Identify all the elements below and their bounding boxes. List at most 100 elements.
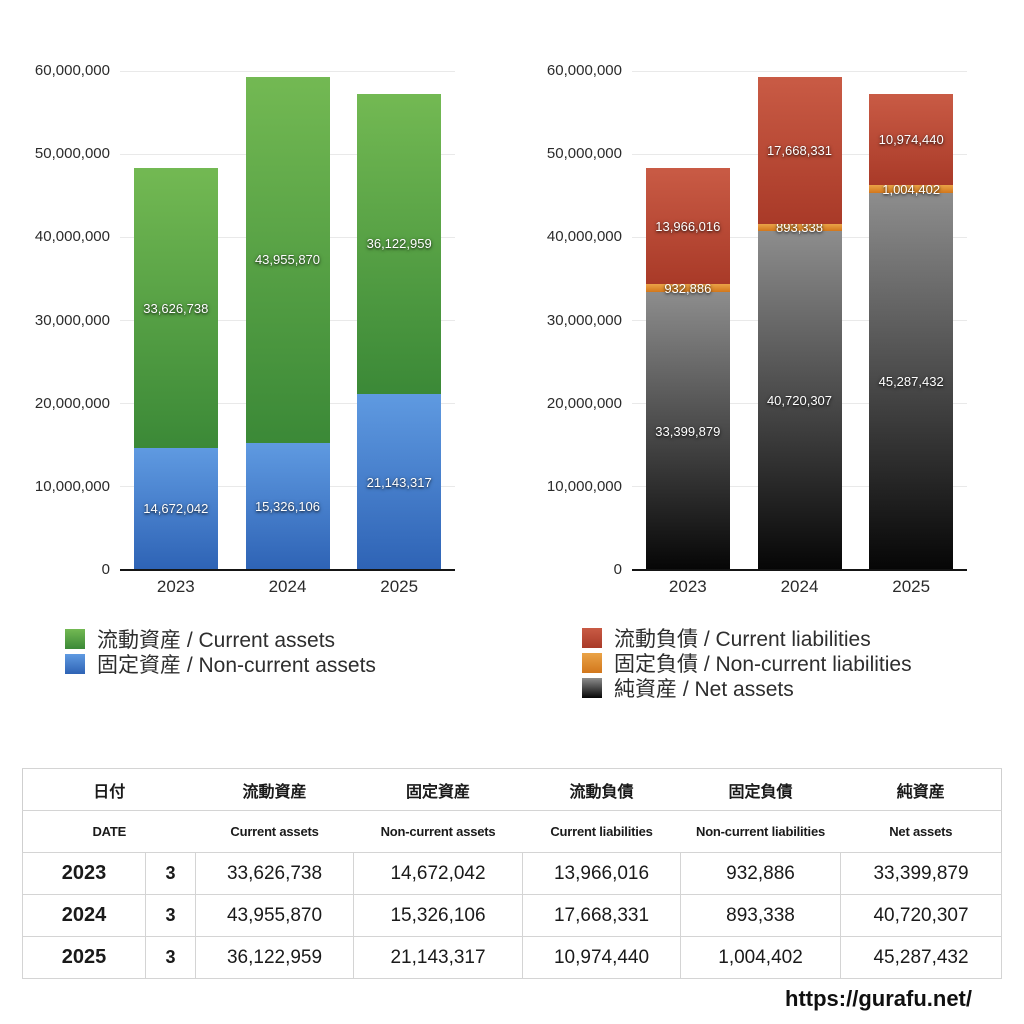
table-cell-value: 36,122,959 [195,936,355,979]
table-header-cell: 固定資産 [353,768,523,811]
table-header-cell: Current assets [195,810,354,853]
x-axis-line [632,569,967,571]
table-cell-year: 2025 [22,936,146,979]
bar-value-label: 33,626,738 [143,300,209,316]
bar-segment: 932,886 [645,281,730,296]
bar-value-label: 1,004,402 [882,181,941,197]
bar-segment: 1,004,402 [869,182,954,197]
table-header-cell: 固定負債 [680,768,841,811]
x-axis-tick-label: 2023 [668,577,707,596]
y-axis-tick-label: 30,000,000 [34,311,110,329]
bar-segment: 17,668,331 [757,76,842,224]
table-row: 2025 3 36,122,959 21,143,317 10,974,440 1,004… [22,936,1003,979]
x-axis-line [120,569,455,571]
bar-value-label: 43,955,870 [254,252,321,268]
y-axis-tick-label: 20,000,000 [546,394,622,412]
table-row: 2023 3 33,626,738 14,672,042 13,966,016 932,8… [22,852,1003,895]
y-axis-tick-label: 0 [613,561,622,578]
table-header-cell: 日付 [22,768,196,811]
legend-swatch-icon [582,628,602,648]
legend-swatch-icon [65,629,85,649]
gridline [632,70,967,72]
table-cell-value: 14,672,042 [353,852,524,895]
table-header-cell: DATE [22,810,196,853]
legend-item-label: 流動負債 / Current liabilities [614,628,871,651]
x-axis-tick-label: 2024 [268,577,307,596]
bar-segment: 33,399,879 [645,292,730,570]
bar-segment: 21,143,317 [357,394,442,570]
y-axis-tick-label: 30,000,000 [546,311,622,329]
table-cell-year: 2023 [22,852,146,895]
table-cell-value: 21,143,317 [353,936,524,979]
legend-swatch-icon [582,653,602,673]
table-header-cell: Net assets [840,810,1002,853]
bar-segment: 45,287,432 [869,193,954,570]
balance-sheet-table: 日付 流動資産 固定資産 流動負債 固定負債 純資産 DATE Current assets N… [22,768,1003,979]
legend-item: 固定資産 / Non-current assets [65,654,376,677]
legend-item: 流動負債 / Current liabilities [582,628,912,651]
liabilities-legend: 流動負債 / Current liabilities 固定負債 / Non-cur… [582,628,912,701]
table-cell-value: 10,974,440 [522,936,682,979]
y-axis-tick-label: 40,000,000 [546,228,622,246]
table-cell-year: 2024 [22,894,146,937]
table-header-cell: Non-current liabilities [680,810,841,853]
bar-value-label: 17,668,331 [766,142,833,158]
legend-item-label: 固定資産 / Non-current assets [97,654,376,677]
table-cell-value: 33,399,879 [840,852,1003,895]
legend-swatch-icon [65,654,85,674]
table-header-cell: 流動負債 [522,768,681,811]
bar-value-label: 40,720,307 [766,393,833,409]
bar-value-label: 21,143,317 [366,474,432,490]
y-axis-tick-label: 60,000,000 [546,62,622,79]
table-cell-month: 3 [144,852,197,895]
legend-item: 流動資産 / Current assets [65,629,376,652]
table-header-cell: 純資産 [840,768,1002,811]
table-header-cell: Current liabilities [522,810,681,853]
site-url: https://gurafu.net/ [785,986,972,1011]
legend-swatch-icon [582,678,602,698]
table-cell-value: 40,720,307 [840,894,1003,937]
x-axis-tick-label: 2023 [156,577,195,596]
table-header-cell: Non-current assets [353,810,523,853]
table-cell-value: 43,955,870 [195,894,355,937]
x-axis-tick-label: 2024 [780,577,819,596]
table-cell-value: 893,338 [680,894,842,937]
y-axis-tick-label: 40,000,000 [34,228,110,246]
table-cell-value: 45,287,432 [840,936,1003,979]
legend-item-label: 流動資産 / Current assets [97,629,336,652]
table-cell-value: 15,326,106 [353,894,524,937]
bar-segment: 893,338 [757,220,842,235]
bar-value-label: 932,886 [664,280,712,296]
bar-segment: 10,974,440 [869,93,954,185]
y-axis-tick-label: 10,000,000 [546,477,622,495]
gridline [120,70,455,72]
y-axis-tick-label: 50,000,000 [546,145,622,163]
table-header: 日付 流動資産 固定資産 流動負債 固定負債 純資産 DATE Current assets N… [22,768,1002,853]
bar-segment: 36,122,959 [357,93,442,395]
table-header-row: DATE Current assets Non-current assets Curr… [22,810,1002,853]
bar-segment: 33,626,738 [133,168,218,448]
legend-item-label: 純資産 / Net assets [614,678,794,701]
y-axis-tick-label: 50,000,000 [34,145,110,163]
table-cell-value: 13,966,016 [522,852,682,895]
legend-item-label: 固定負債 / Non-current liabilities [614,653,912,676]
table-row: 2024 3 43,955,870 15,326,106 17,668,331 893,3… [22,894,1003,937]
table-header-cell: 流動資産 [195,768,354,811]
table-cell-month: 3 [144,894,197,937]
bar-segment: 15,326,106 [245,442,330,570]
bar-value-label: 14,672,042 [143,501,209,517]
table-cell-value: 33,626,738 [195,852,355,895]
table-header-row: 日付 流動資産 固定資産 流動負債 固定負債 純資産 [22,768,1002,811]
table-body: 2023 3 33,626,738 14,672,042 13,966,016 932,8… [22,852,1003,979]
x-axis-tick-label: 2025 [892,577,931,596]
bar-value-label: 15,326,106 [254,498,321,514]
legend-item: 固定負債 / Non-current liabilities [582,653,912,676]
y-axis-tick-label: 60,000,000 [34,62,110,79]
bar-value-label: 13,966,016 [655,218,721,234]
assets-legend: 流動資産 / Current assets 固定資産 / Non-current … [65,629,376,677]
y-axis-tick-label: 10,000,000 [34,477,110,495]
legend-item: 純資産 / Net assets [582,678,912,701]
y-axis-tick-label: 20,000,000 [34,394,110,412]
bar-segment: 14,672,042 [133,447,218,570]
